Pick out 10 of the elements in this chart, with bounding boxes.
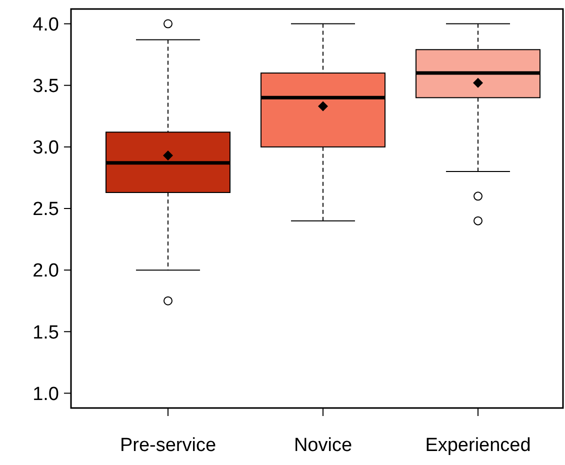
y-tick-label: 3.0	[32, 138, 59, 159]
y-tick-label: 2.0	[32, 260, 59, 282]
y-tick-label: 2.5	[32, 199, 59, 220]
x-tick-label: Experienced	[425, 435, 531, 456]
y-tick-label: 4.0	[32, 14, 59, 36]
x-tick-label: Pre-service	[120, 435, 216, 456]
y-tick-label: 1.0	[32, 384, 59, 405]
y-tick-label: 1.5	[32, 322, 59, 344]
y-tick-label: 3.5	[32, 76, 59, 97]
x-tick-label: Novice	[294, 435, 352, 456]
